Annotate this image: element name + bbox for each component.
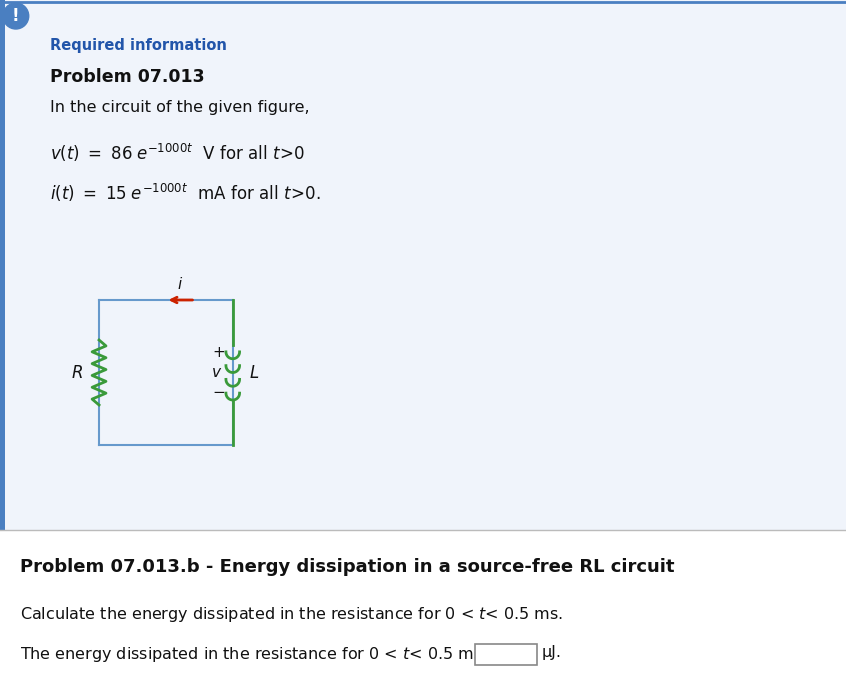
Text: −: − (212, 385, 225, 400)
Bar (0, 0, 5, 530)
Text: The energy dissipated in the resistance for 0 < $t$< 0.5 ms is: The energy dissipated in the resistance … (20, 645, 500, 664)
Text: $R$: $R$ (71, 363, 83, 382)
Text: $i(t)\ =\ 15\;e^{-1000t}\ \ \mathrm{mA\ for\ all\ }t\!>\!0.$: $i(t)\ =\ 15\;e^{-1000t}\ \ \mathrm{mA\ … (49, 182, 320, 204)
Text: $v(t)\ =\ 86\;e^{-1000t}\ \ \mathrm{V\ for\ all\ }t\!>\!0$: $v(t)\ =\ 86\;e^{-1000t}\ \ \mathrm{V\ f… (49, 142, 305, 164)
Bar (0, 0, 844, 530)
Text: +: + (212, 345, 225, 360)
Text: $i$: $i$ (177, 276, 183, 292)
Circle shape (3, 3, 29, 29)
Text: Calculate the energy dissipated in the resistance for 0 < $t$< 0.5 ms.: Calculate the energy dissipated in the r… (20, 605, 562, 624)
Text: Problem 07.013: Problem 07.013 (49, 68, 204, 86)
Bar (475, 644, 537, 665)
Text: Required information: Required information (49, 38, 226, 53)
Text: $v$: $v$ (211, 365, 223, 380)
Text: μJ.: μJ. (541, 645, 561, 660)
Text: $L$: $L$ (249, 363, 259, 382)
Bar (0, 530, 844, 695)
Text: Problem 07.013.b - Energy dissipation in a source-free RL circuit: Problem 07.013.b - Energy dissipation in… (20, 558, 674, 576)
Text: In the circuit of the given figure,: In the circuit of the given figure, (49, 100, 309, 115)
Text: !: ! (12, 7, 20, 25)
